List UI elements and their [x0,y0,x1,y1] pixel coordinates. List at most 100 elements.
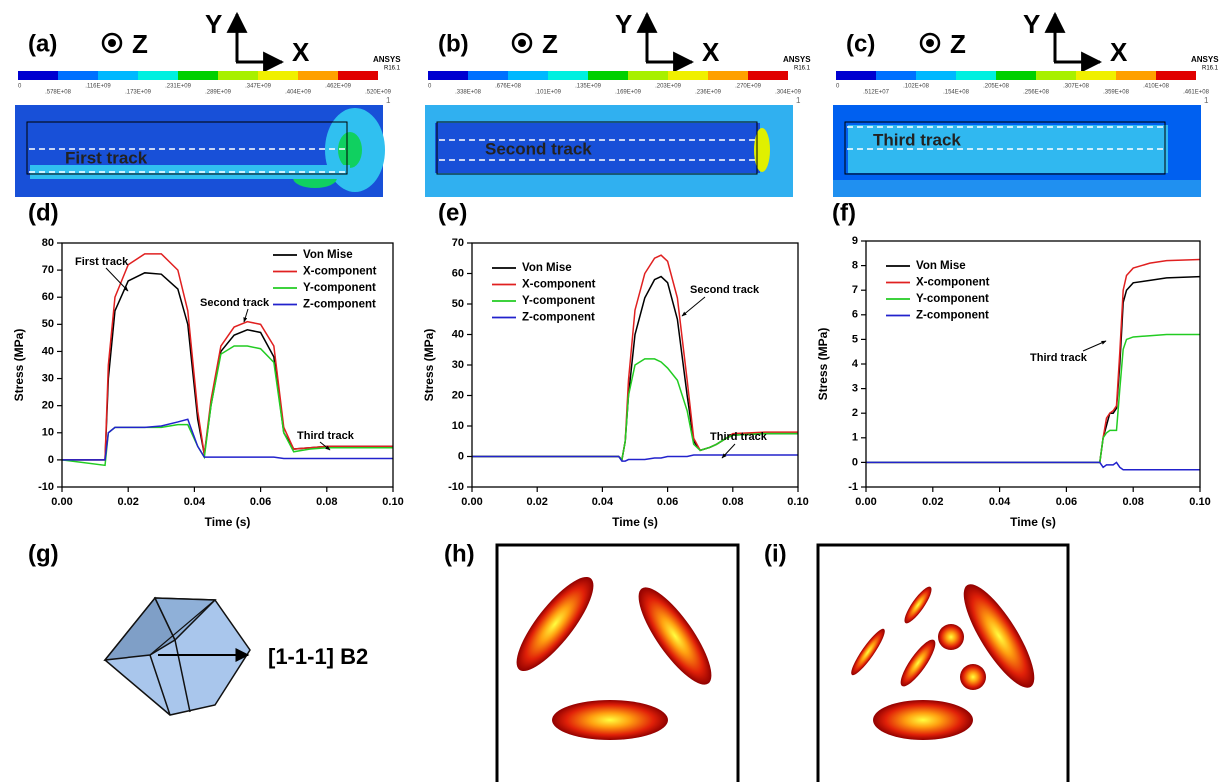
colorbar-tick: .462E+09 [325,84,352,90]
legend-label: Z-component [522,312,595,324]
x-tick-label: 0.08 [1122,496,1143,508]
track-outline [436,121,758,175]
y-tick-label: 10 [42,427,54,439]
panel-frame [495,543,740,782]
particles-h [516,576,712,740]
panel-label: (h) [444,540,475,567]
track-label: Second track [485,139,592,158]
y-tick-label: 5 [852,333,858,345]
colorbar-tick: .203E+09 [655,84,682,90]
contour-zone [833,180,1201,197]
panel-label: (f) [832,199,856,226]
track-label: First track [65,148,148,167]
ansys-number: 1 [796,96,801,105]
crystal-diagram [103,596,251,716]
annotation: Third track [710,431,768,443]
colorbar-tick: .169E+09 [615,90,642,96]
colorbar-band [508,71,548,80]
axis-z-label: Z [950,29,966,59]
track-outline [26,121,348,175]
colorbar-tick: .173E+09 [125,90,152,96]
colorbar-tick: .205E+08 [983,84,1010,90]
ansys-version: R16.1 [384,66,401,72]
axis-x-label: X [702,37,720,67]
y-tick-label: 7 [852,284,858,296]
colorbar-tick: 0 [836,84,840,90]
colorbar-tick: .256E+08 [1023,90,1050,96]
track-label: Third track [873,130,961,149]
colorbar-band [298,71,338,80]
x-tick-label: 0.10 [1189,496,1210,508]
axis-y-label: Y [1023,9,1040,39]
y-tick-label: -1 [848,481,858,493]
annotation: Third track [1030,352,1088,364]
colorbar-tick: .578E+08 [45,90,72,96]
panel-label: (d) [28,199,59,226]
y-tick-label: 1 [852,432,858,444]
legend-label: Z-component [303,299,376,311]
colorbar-tick: .231E+09 [165,84,192,90]
y-axis-label: Stress (MPa) [12,329,26,402]
y-tick-label: 0 [458,450,464,462]
y-tick-label: 3 [852,383,858,395]
colorbar-band [628,71,668,80]
contour-zone [435,123,760,173]
colorbar-band [956,71,996,80]
y-tick-label: 8 [852,260,858,272]
y-tick-label: 20 [452,389,464,401]
x-tick-label: 0.04 [184,496,206,508]
colorbar-tick: .102E+08 [903,84,930,90]
panel-label: (c) [846,30,875,57]
annotation-arrow [319,441,331,451]
z-symbol [101,32,123,54]
y-tick-label: 0 [48,454,54,466]
y-axis-label: Stress (MPa) [816,328,830,401]
y-tick-label: 9 [852,235,858,247]
series-line [62,253,393,461]
colorbar-band [428,71,468,80]
track-outline [844,121,1166,175]
colorbar-band [1036,71,1076,80]
legend-label: Von Mise [916,260,966,272]
contour-zone [338,132,362,168]
annotation: Second track [690,284,760,296]
colorbar-band [548,71,588,80]
panel-label: (g) [28,540,59,567]
x-tick-label: 0.02 [526,496,547,508]
x-tick-label: 0.06 [1056,496,1077,508]
y-tick-label: -10 [38,481,54,493]
colorbar-tick: .135E+09 [575,84,602,90]
axis-z-label: Z [132,29,148,59]
colorbar-tick: .520E+09 [365,90,392,96]
x-tick-label: 0.02 [117,496,138,508]
colorbar-band [218,71,258,80]
colorbar-band [1076,71,1116,80]
y-tick-label: 70 [42,264,54,276]
x-tick-label: 0.04 [989,496,1011,508]
colorbar-band [98,71,138,80]
colorbar-tick: .404E+09 [285,90,312,96]
panel-label: (e) [438,199,467,226]
series-line [866,333,1200,464]
z-symbol-dot [108,39,116,47]
particles-i [851,584,1035,740]
panel-label: (b) [438,30,469,57]
y-tick-label: 2 [852,407,858,419]
colorbar-band [588,71,628,80]
colorbar-band [996,71,1036,80]
colorbar-tick: .289E+09 [205,90,232,96]
axis-y-label: Y [205,9,222,39]
axis-y-label: Y [615,9,632,39]
plot-frame [865,240,1201,488]
legend-label: Von Mise [522,262,572,274]
annotation-arrow [105,267,129,292]
legend-label: Von Mise [303,249,353,261]
x-axis-label: Time (s) [612,515,658,529]
x-tick-label: 0.06 [657,496,678,508]
colorbar-band [258,71,298,80]
x-tick-label: 0.08 [722,496,743,508]
legend-label: Y-component [916,293,989,305]
y-tick-label: 50 [42,318,54,330]
x-tick-label: 0.06 [250,496,271,508]
